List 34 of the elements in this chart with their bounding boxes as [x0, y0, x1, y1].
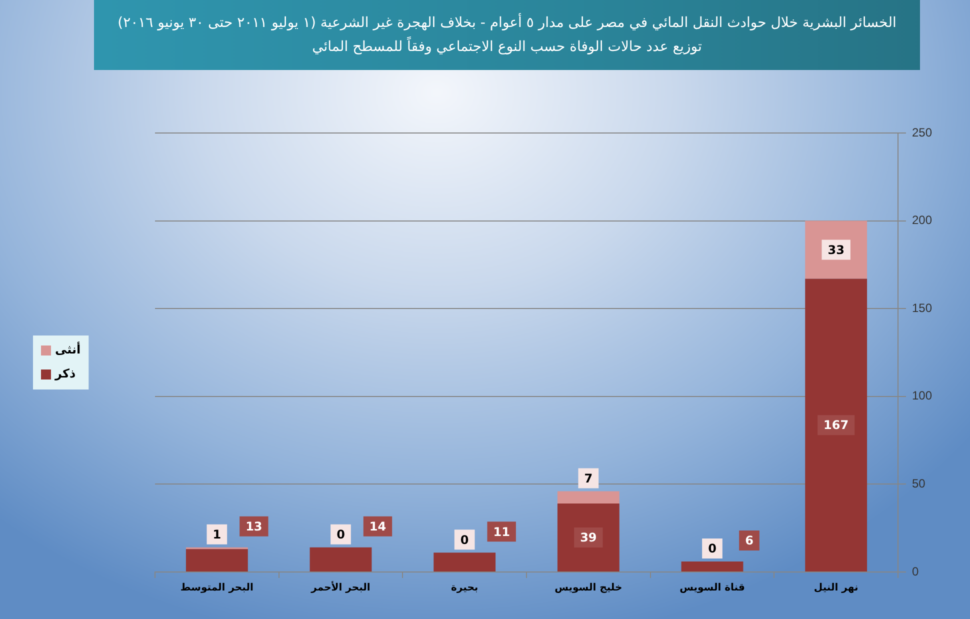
y-tick-label: 250	[912, 125, 932, 140]
bar	[186, 549, 248, 572]
bar	[557, 491, 620, 504]
y-tick-label: 0	[912, 564, 919, 578]
x-tick-label: بحيرة	[450, 582, 478, 594]
bar	[805, 278, 868, 572]
x-tick-label: البحر الأحمر	[310, 580, 370, 594]
legend-label: أنثى	[55, 342, 81, 357]
data-label: 6	[745, 534, 754, 548]
bar	[681, 561, 744, 572]
bar	[310, 547, 372, 572]
data-label: 39	[580, 530, 597, 545]
data-label: 7	[584, 471, 593, 486]
data-label: 167	[824, 418, 849, 432]
data-label: 33	[828, 242, 844, 257]
data-label: 0	[708, 542, 716, 556]
bar	[434, 552, 496, 572]
data-label: 0	[460, 532, 469, 547]
y-tick-label: 200	[912, 213, 932, 228]
y-tick-label: 150	[912, 300, 932, 315]
data-label: 1	[212, 528, 222, 542]
chart-subtitle: توزيع عدد حالات الوفاة حسب النوع الاجتماعي وفقاً للمسطح المائي	[311, 36, 703, 57]
legend-label: ذكر	[54, 366, 76, 381]
data-label: 13	[246, 520, 262, 534]
data-label: 14	[369, 520, 386, 534]
x-tick-label: البحر المتوسط	[180, 582, 254, 594]
data-label: 0	[336, 528, 345, 542]
chart-title: الخسائر البشرية خلال حوادث النقل المائي في مصر على مدار ٥ أعوام - بخلاف الهجرة غير الشرعية (١ يوليو ٢٠١١ حتى ٣٠ يونيو ٢٠١٦)	[116, 12, 898, 33]
y-tick-label: 50	[912, 476, 926, 491]
x-tick-label: قناة السويس	[680, 582, 745, 594]
x-tick-label: نهر النيل	[814, 582, 858, 594]
x-tick-label: خليج السويس	[554, 582, 622, 594]
y-tick-label: 100	[912, 388, 932, 403]
data-label: 11	[493, 524, 510, 539]
